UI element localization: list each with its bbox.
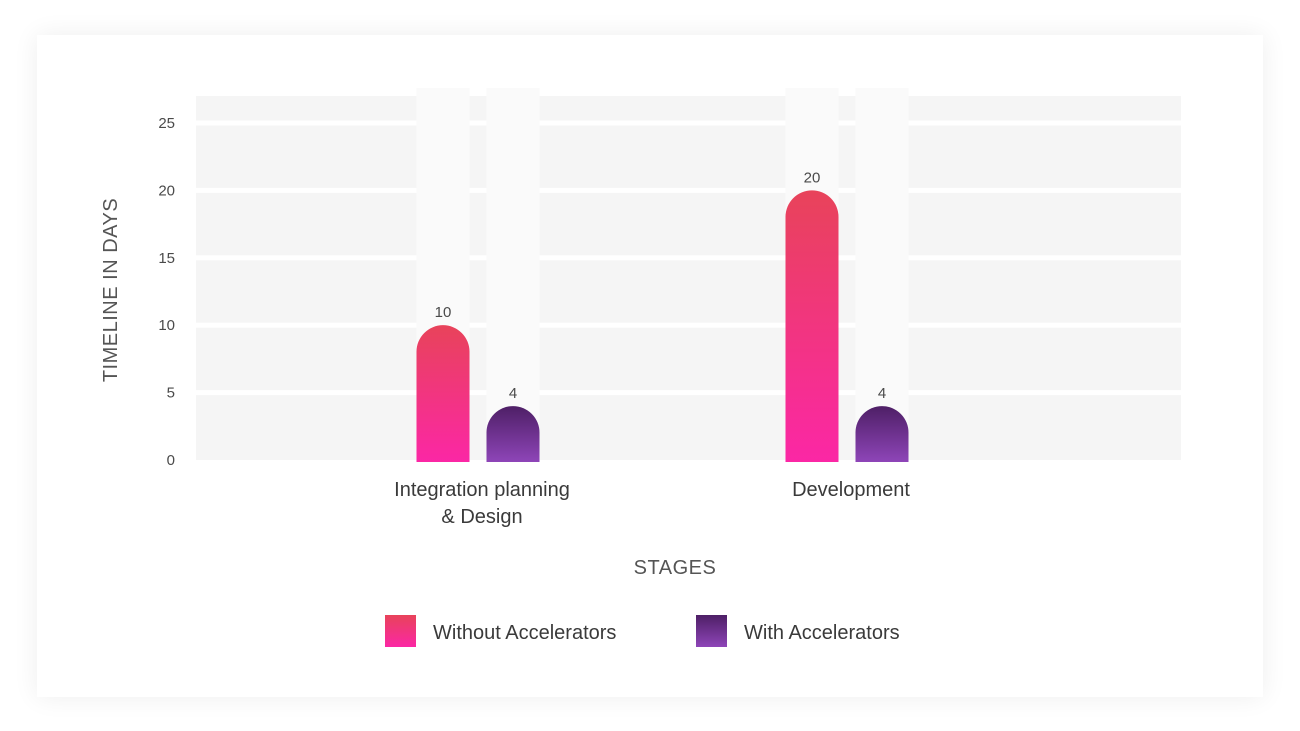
y-ticks: 0 5 10 15 20 25 — [158, 115, 175, 469]
bar-value-label: 4 — [509, 385, 517, 402]
bar-with-accelerators — [855, 406, 909, 462]
bar-track — [855, 88, 909, 460]
plot-background — [196, 96, 1181, 460]
y-tick-label: 20 — [158, 182, 175, 199]
gridline — [196, 390, 1181, 396]
bar-track — [486, 88, 540, 460]
y-tick-label: 5 — [167, 385, 175, 402]
legend-swatch — [385, 615, 416, 647]
gridline — [196, 120, 1181, 126]
bar-with-accelerators — [486, 406, 540, 462]
gridlines — [196, 120, 1181, 396]
gridline — [196, 255, 1181, 261]
legend-label: Without Accelerators — [433, 622, 616, 644]
y-tick-label: 0 — [167, 452, 175, 469]
y-tick-label: 25 — [158, 115, 175, 132]
bar-without-accelerators — [785, 190, 839, 462]
y-tick-label: 15 — [158, 250, 175, 267]
x-category-label: Development — [792, 479, 910, 501]
y-tick-label: 10 — [158, 317, 175, 334]
bar-value-label: 20 — [804, 169, 821, 186]
bars: 10 4 20 4 — [416, 169, 909, 462]
y-axis-title: TIMELINE IN DAYS — [100, 198, 122, 382]
legend: Without Accelerators With Accelerators — [385, 615, 900, 647]
legend-swatch — [696, 615, 727, 647]
bar-value-label: 4 — [878, 385, 886, 402]
legend-label: With Accelerators — [744, 622, 900, 644]
x-axis-title: STAGES — [634, 557, 717, 579]
x-category-label: Integration planning — [394, 479, 570, 501]
x-category-label: & Design — [441, 506, 522, 528]
bar-value-label: 10 — [435, 304, 452, 321]
bar-without-accelerators — [416, 325, 470, 462]
x-categories: Integration planning & Design Development — [394, 479, 910, 528]
gridline — [196, 187, 1181, 193]
plot-area — [196, 96, 1181, 460]
gridline — [196, 322, 1181, 328]
